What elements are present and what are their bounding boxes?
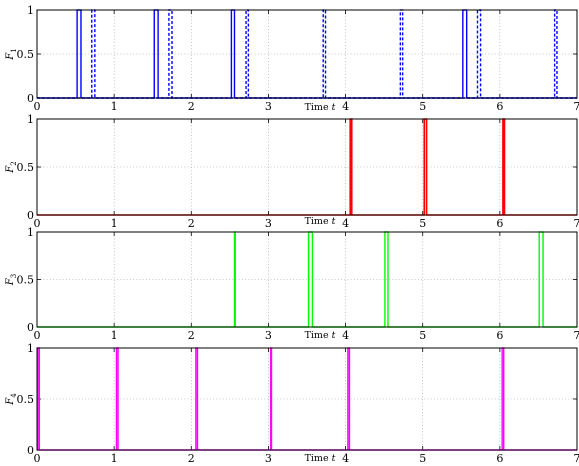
panel-4: 0 1 2 3 4 5 6 7 0 0.5 1 Time t F4 xyxy=(5,342,579,465)
y-tick-label: 0 xyxy=(27,92,34,105)
y-tick-label: 0.5 xyxy=(17,48,35,61)
panel-1: 0 1 2 3 4 5 6 7 0 0.5 1 Time t F1 xyxy=(5,4,579,113)
x-tick-label: 1 xyxy=(111,329,118,342)
y-tick-label: 0 xyxy=(27,321,34,334)
x-tick-label: 3 xyxy=(265,329,272,342)
x-tick-label: 1 xyxy=(111,100,118,113)
x-tick-label: 0 xyxy=(34,100,41,113)
y-tick-label: 0.5 xyxy=(17,161,35,174)
x-tick-label: 6 xyxy=(496,452,503,465)
axes-frame xyxy=(36,347,578,451)
x-axis-label: Time t xyxy=(305,102,336,113)
y-axis-label: F4 xyxy=(5,393,18,406)
y-axis-label: F3 xyxy=(5,274,18,286)
x-tick-label: 5 xyxy=(419,329,426,342)
x-tick-label: 5 xyxy=(419,452,426,465)
x-tick-label: 2 xyxy=(188,452,195,465)
axes-frame xyxy=(36,9,578,99)
x-axis-label: Time t xyxy=(305,453,336,464)
x-tick-label: 1 xyxy=(111,217,118,230)
x-tick-label: 7 xyxy=(574,329,579,342)
x-tick-label: 6 xyxy=(496,329,503,342)
panel-3: 0 1 2 3 4 5 6 7 0 0.5 1 Time t F3 xyxy=(5,226,579,342)
x-tick-label: 0 xyxy=(34,329,41,342)
x-tick-label: 7 xyxy=(574,100,579,113)
x-tick-label: 7 xyxy=(574,452,579,465)
y-tick-label: 0.5 xyxy=(17,393,35,406)
x-tick-label: 5 xyxy=(419,217,426,230)
series-line-4-1 xyxy=(37,347,577,451)
x-tick-label: 4 xyxy=(342,217,349,230)
axes-frame xyxy=(36,231,578,328)
y-tick-label: 0 xyxy=(27,209,34,222)
x-tick-label: 3 xyxy=(265,100,272,113)
y-tick-label: 0.5 xyxy=(17,274,35,287)
x-tick-label: 4 xyxy=(342,329,349,342)
y-tick-label: 0 xyxy=(27,444,34,457)
x-tick-label: 0 xyxy=(34,452,41,465)
y-tick-label: 1 xyxy=(27,342,34,355)
panel-2: 0 1 2 3 4 5 6 7 0 0.5 1 Time t F2 xyxy=(5,113,579,230)
x-axis-label: Time t xyxy=(305,216,336,227)
x-tick-label: 0 xyxy=(34,217,41,230)
y-axis-label: F1 xyxy=(5,48,18,60)
axes-frame xyxy=(36,118,578,216)
x-tick-label: 2 xyxy=(188,217,195,230)
y-axis-label: F2 xyxy=(5,161,18,173)
y-tick-label: 1 xyxy=(27,4,34,17)
x-tick-label: 6 xyxy=(496,100,503,113)
x-tick-label: 5 xyxy=(419,100,426,113)
y-tick-label: 1 xyxy=(27,113,34,126)
x-tick-label: 3 xyxy=(265,217,272,230)
x-tick-label: 4 xyxy=(342,452,349,465)
y-tick-label: 1 xyxy=(27,226,34,239)
x-tick-label: 6 xyxy=(496,217,503,230)
x-axis-label: Time t xyxy=(305,330,336,341)
x-tick-label: 7 xyxy=(574,217,579,230)
x-tick-label: 2 xyxy=(188,100,195,113)
x-tick-label: 1 xyxy=(111,452,118,465)
x-tick-label: 4 xyxy=(342,100,349,113)
x-tick-label: 2 xyxy=(188,329,195,342)
x-tick-label: 3 xyxy=(265,452,272,465)
